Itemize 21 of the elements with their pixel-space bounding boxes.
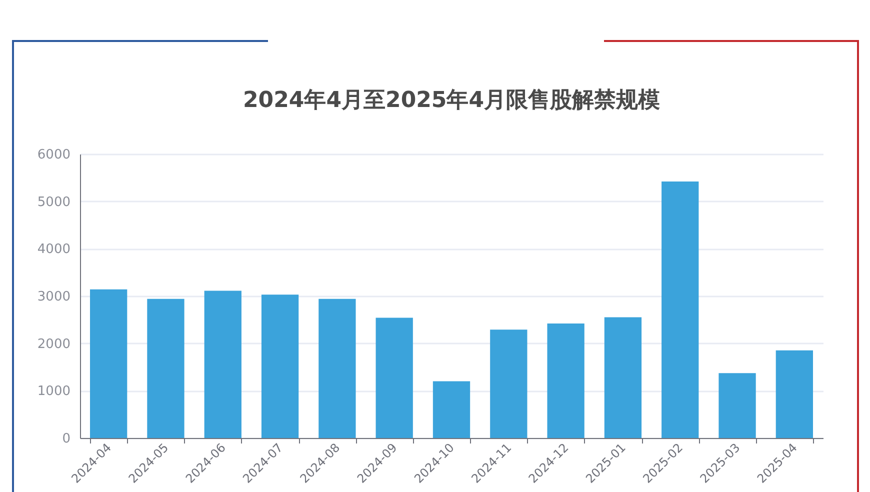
bar xyxy=(547,323,584,438)
y-tick-label: 2000 xyxy=(37,336,70,352)
bar xyxy=(662,181,699,438)
bar xyxy=(90,289,128,438)
bar xyxy=(432,381,470,438)
chart-title: 2024年4月至2025年4月限售股解禁规模 xyxy=(242,88,660,113)
bar xyxy=(604,317,642,438)
bar xyxy=(261,294,299,438)
y-tick-label: 6000 xyxy=(37,148,70,162)
bar xyxy=(204,290,242,438)
y-tick-label: 5000 xyxy=(37,194,70,210)
y-tick-label: 3000 xyxy=(37,290,70,304)
y-tick-label: 1000 xyxy=(37,384,70,400)
bar xyxy=(776,350,813,438)
bar xyxy=(490,330,528,438)
y-tick-label: 0 xyxy=(62,432,70,446)
y-tick-label: 4000 xyxy=(37,242,70,258)
bar xyxy=(318,298,356,438)
bar xyxy=(147,298,184,438)
bar xyxy=(376,318,413,438)
bar xyxy=(718,373,756,438)
